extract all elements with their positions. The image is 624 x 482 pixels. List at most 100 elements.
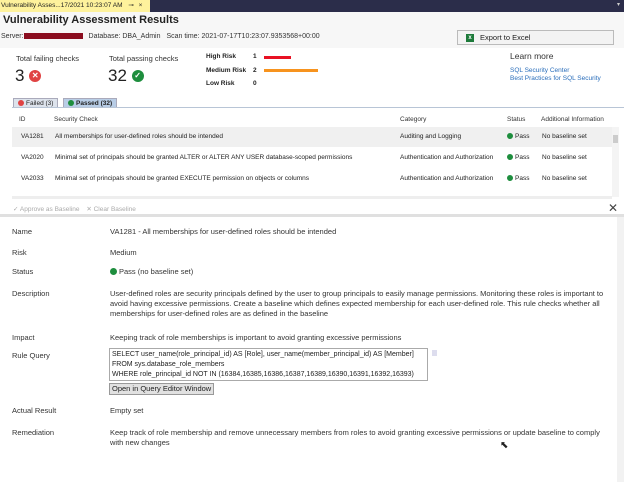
risk-label: Risk [12,248,27,257]
risk-level-label: High Risk [206,53,236,60]
pass-icon [507,175,513,181]
fail-icon [18,100,24,106]
status-text: Pass (no baseline set) [119,267,194,276]
dropdown-icon[interactable]: ▾ [616,2,620,8]
risk-bar [264,55,291,59]
pass-icon [110,268,117,275]
risk-level-label: Medium Risk [206,66,247,74]
document-tab[interactable]: Vulnerability Asses...17/2021 10:23:07 A… [0,0,150,12]
status-text: Pass [515,133,530,140]
server-label: Server: [1,33,24,40]
status-text: Pass [515,154,530,161]
learn-more-heading: Learn more [510,51,554,61]
row-id: VA2020 [21,154,44,161]
excel-icon: x [466,34,474,42]
query-line: FROM sys.database_role_members [112,361,225,368]
row-status: Pass [507,148,540,168]
row-status: Pass [507,169,540,189]
page-title: Vulnerability Assessment Results [3,14,179,26]
risk-count: 2 [253,66,257,74]
risk-bar [264,69,318,72]
row-check: Minimal set of principals should be gran… [55,154,353,161]
status-label: Status [12,267,34,276]
description-value: User-defined roles are security principa… [110,289,604,318]
table-row[interactable]: VA1281 All memberships for user-defined … [12,127,612,147]
passing-number: 32 [108,66,127,85]
failing-count: 3 ✕ [15,66,42,86]
remediation-value: Keep track of role membership and remove… [110,428,600,447]
table-row[interactable]: VA2033 Minimal set of principals should … [12,169,612,189]
failing-number: 3 [15,66,25,85]
failing-label: Total failing checks [16,54,79,63]
column-header-info[interactable]: Additional Information [541,116,604,123]
pass-icon [507,133,513,139]
title-bar: Vulnerability Asses...17/2021 10:23:07 A… [0,0,624,12]
name-value: VA1281 - All memberships for user-define… [110,227,337,236]
risk-count: 1 [253,53,257,60]
query-line: WHERE role_principal_id NOT IN (16384,16… [112,371,414,378]
column-header-check[interactable]: Security Check [54,116,98,123]
description-label: Description [12,289,50,298]
close-tab-icon[interactable]: × [138,2,143,9]
partial-row[interactable] [12,196,612,199]
pass-icon [507,154,513,160]
row-category: Authentication and Authorization [400,175,494,182]
scan-time: Scan time: 2021-07-17T10:23:07.9353568+0… [166,33,320,40]
row-info: No baseline set [542,175,587,182]
column-header-category[interactable]: Category [400,116,427,123]
row-check: All memberships for user-defined roles s… [55,133,224,140]
scan-meta: Server: Database: DBA_Admin Scan time: 2… [1,33,320,40]
open-query-editor-button[interactable]: Open in Query Editor Window [109,383,215,395]
row-category: Auditing and Logging [400,133,462,140]
query-line: SELECT user_name(role_principal_id) AS [… [112,351,414,358]
impact-value: Keeping track of role memberships is imp… [110,333,402,342]
approve-baseline-button[interactable]: ✓ Approve as Baseline [13,206,80,213]
row-info: No baseline set [542,154,587,161]
rule-query-box[interactable]: SELECT user_name(role_principal_id) AS [… [109,348,428,381]
best-practices-link[interactable]: Best Practices for SQL Security [510,75,601,82]
column-header-status[interactable]: Status [507,116,526,123]
remediation-label: Remediation [12,428,55,437]
baseline-toolbar: ✓ Approve as Baseline ✕ Clear Baseline ✕ [0,201,624,217]
row-category: Authentication and Authorization [400,154,494,161]
tab-label: Passed (32) [76,100,113,107]
export-to-excel-button[interactable]: x Export to Excel [457,30,614,45]
redacted-server [23,33,83,40]
status-value: Pass (no baseline set) [110,267,610,277]
row-status: Pass [507,127,540,147]
status-text: Pass [515,175,530,182]
passing-label: Total passing checks [109,54,179,63]
clear-baseline-button[interactable]: ✕ Clear Baseline [86,206,136,213]
name-label: Name [12,227,33,236]
row-id: VA2033 [21,175,44,182]
query-label: Rule Query [12,351,50,360]
export-label: Export to Excel [480,33,531,42]
row-check: Minimal set of principals should be gran… [55,175,309,182]
row-id: VA1281 [21,133,44,140]
approve-label: Approve as Baseline [19,206,80,213]
database: Database: DBA_Admin [88,33,161,40]
actual-result-label: Actual Result [12,406,57,415]
close-details-icon[interactable]: ✕ [607,201,618,215]
copy-icon[interactable] [432,350,437,356]
impact-label: Impact [12,333,35,342]
passing-count: 32 ✓ [108,66,144,86]
pass-icon [68,100,74,106]
table-row[interactable]: VA2020 Minimal set of principals should … [12,148,612,168]
divider [12,107,624,108]
pass-icon: ✓ [131,70,144,82]
tab-title: Vulnerability Asses...17/2021 10:23:07 A… [1,2,123,9]
risk-count: 0 [253,80,257,87]
mouse-cursor-icon: ⬉ [500,440,509,451]
risk-value: Medium [110,248,137,257]
fail-icon: ✕ [29,70,42,82]
table-scrollbar[interactable] [612,127,619,197]
scroll-thumb[interactable] [613,135,618,143]
risk-level-label: Low Risk [206,80,235,87]
sql-security-center-link[interactable]: SQL Security Center [510,67,570,74]
pin-icon[interactable]: ⊸ [128,2,134,9]
column-header-id[interactable]: ID [19,116,26,123]
actual-result-value: Empty set [110,406,144,415]
tab-label: Failed (3) [26,100,54,107]
details-scrollbar[interactable] [617,217,624,482]
